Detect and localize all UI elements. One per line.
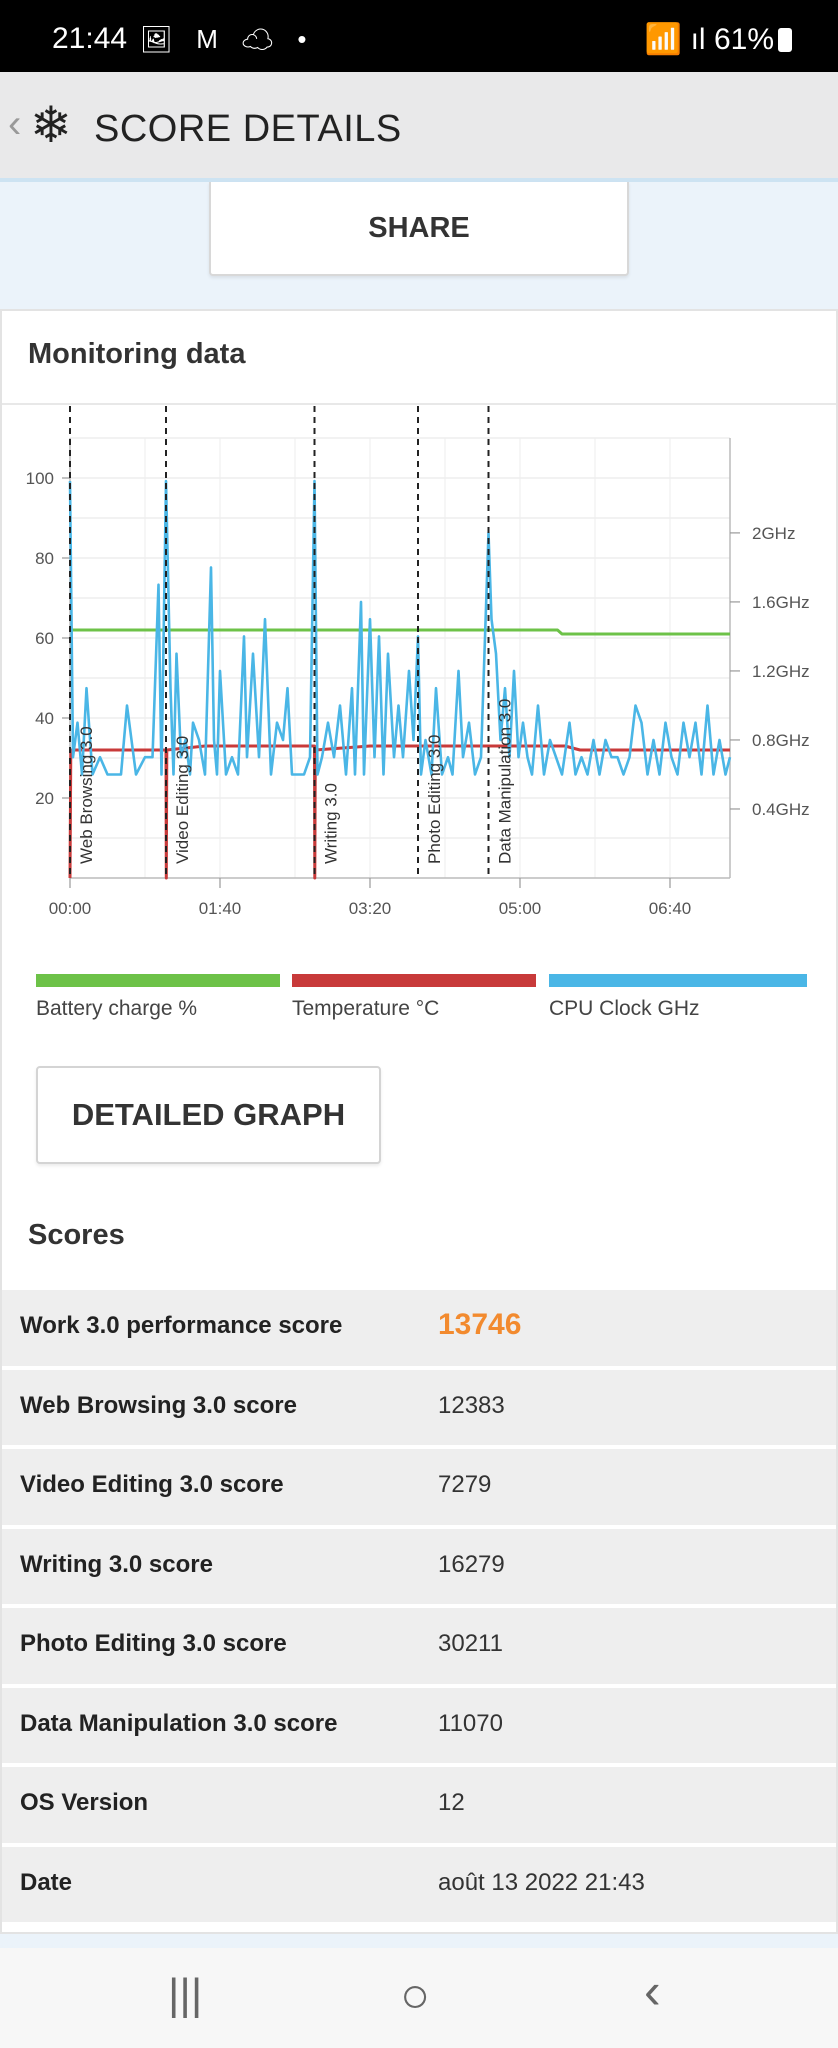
notification-icons: 🖼 M ☁ • <box>140 24 315 54</box>
y-left-tick-label: 20 <box>35 789 54 808</box>
score-label: Writing 3.0 score <box>20 1550 213 1578</box>
legend-label-cpu: CPU Clock GHz <box>549 997 700 1020</box>
legend-cpu: CPU Clock GHz <box>549 974 807 1034</box>
score-row-video-editing: Video Editing 3.0 score 7279 <box>2 1445 836 1525</box>
series-line-temperature <box>68 744 730 880</box>
y-left-tick-label: 40 <box>35 709 54 728</box>
back-icon[interactable]: ‹ <box>644 1963 661 2019</box>
battery-percent: 61% <box>713 23 774 56</box>
signal-icon: 📶 ıl <box>644 23 706 56</box>
x-tick-label: 01:40 <box>199 899 242 918</box>
score-value-main: 13746 <box>438 1308 522 1341</box>
score-label: Video Editing 3.0 score <box>20 1471 284 1498</box>
test-marker-label: Data Manipulation 3.0 <box>496 699 515 864</box>
battery-icon <box>778 28 792 52</box>
legend-swatch-cpu <box>549 974 807 987</box>
score-value: 12383 <box>438 1391 505 1419</box>
monitoring-card: Monitoring data 20 40 60 80 100 0.4GHz 0.8GHz 1… <box>0 309 838 1934</box>
score-value: 12 <box>438 1789 465 1816</box>
score-row-writing: Writing 3.0 score 16279 <box>2 1524 836 1604</box>
legend-label-battery: Battery charge % <box>36 997 198 1020</box>
test-marker-label: Photo Editing 3.0 <box>425 735 444 864</box>
share-button[interactable]: SHARE <box>209 182 629 276</box>
score-label: Data Manipulation 3.0 score <box>20 1709 338 1737</box>
score-row-date: Date août 13 2022 21:43 <box>2 1842 836 1922</box>
system-nav-bar: ||| ○ ‹ <box>0 1948 838 2048</box>
legend-temperature: Temperature °C <box>292 974 536 1034</box>
score-row-work: Work 3.0 performance score 13746 <box>2 1286 836 1366</box>
series-line-cpu <box>68 479 732 776</box>
page-title: SCORE DETAILS <box>94 108 402 150</box>
legend-swatch-battery <box>36 974 280 987</box>
divider <box>2 403 836 405</box>
status-time: 21:44 <box>52 22 128 55</box>
home-icon[interactable]: ○ <box>400 1967 431 2023</box>
y-right-tick-label: 0.4GHz <box>752 800 810 819</box>
status-right: 📶 ıl 61% <box>645 22 792 57</box>
score-label: Photo Editing 3.0 score <box>20 1630 287 1657</box>
x-tick-label: 00:00 <box>49 899 92 918</box>
score-label: Work 3.0 performance score <box>20 1312 343 1339</box>
y-right-tick-label: 1.2GHz <box>752 662 810 681</box>
score-row-data-manipulation: Data Manipulation 3.0 score 11070 <box>2 1683 836 1763</box>
y-right-tick-label: 2GHz <box>752 524 795 543</box>
legend-label-temperature: Temperature °C <box>292 997 440 1020</box>
score-row-os-version: OS Version 12 <box>2 1763 836 1843</box>
y-right-tick-label: 1.6GHz <box>752 593 810 612</box>
score-label: Web Browsing 3.0 score <box>20 1391 297 1419</box>
y-left-tick-label: 80 <box>35 549 54 568</box>
detailed-graph-button[interactable]: DETAILED GRAPH <box>36 1066 381 1164</box>
legend-battery: Battery charge % <box>36 974 280 1034</box>
score-row-photo-editing: Photo Editing 3.0 score 30211 <box>2 1604 836 1684</box>
recent-apps-icon[interactable]: ||| <box>168 1970 203 2019</box>
score-value: 7279 <box>438 1471 492 1498</box>
scores-table: Work 3.0 performance score 13746 Web Bro… <box>2 1286 836 1922</box>
legend-swatch-temperature <box>292 974 536 987</box>
score-label: OS Version <box>20 1789 149 1816</box>
score-label: Date <box>20 1868 73 1896</box>
x-tick-label: 03:20 <box>349 899 392 918</box>
score-row-web-browsing: Web Browsing 3.0 score 12383 <box>2 1365 836 1445</box>
back-chevron-icon[interactable]: ‹ <box>8 102 22 146</box>
score-value: 11070 <box>438 1709 503 1737</box>
score-value: 30211 <box>438 1630 503 1657</box>
app-bar: ‹ ❄ SCORE DETAILS <box>0 72 838 182</box>
monitoring-chart: 20 40 60 80 100 0.4GHz 0.8GHz 1.2GHz 1.6GHz 2GHz 0… <box>26 406 810 918</box>
test-marker-label: Video Editing 3.0 <box>173 736 192 864</box>
x-tick-label: 05:00 <box>499 899 542 918</box>
y-right-tick-label: 0.8GHz <box>752 731 810 750</box>
score-value: août 13 2022 21:43 <box>438 1868 645 1896</box>
test-marker-label: Web Browsing 3.0 <box>77 726 96 864</box>
score-value: 16279 <box>438 1550 505 1578</box>
monitoring-title: Monitoring data <box>28 338 246 370</box>
status-bar: 21:44 🖼 M ☁ • 📶 ıl 61% <box>0 0 838 72</box>
snowflake-logo-icon: ❄ <box>30 97 72 153</box>
y-left-tick-label: 100 <box>26 469 54 488</box>
x-tick-label: 06:40 <box>649 899 692 918</box>
test-marker-label: Writing 3.0 <box>322 783 341 864</box>
y-left-tick-label: 60 <box>35 629 54 648</box>
scores-title: Scores <box>28 1219 125 1251</box>
